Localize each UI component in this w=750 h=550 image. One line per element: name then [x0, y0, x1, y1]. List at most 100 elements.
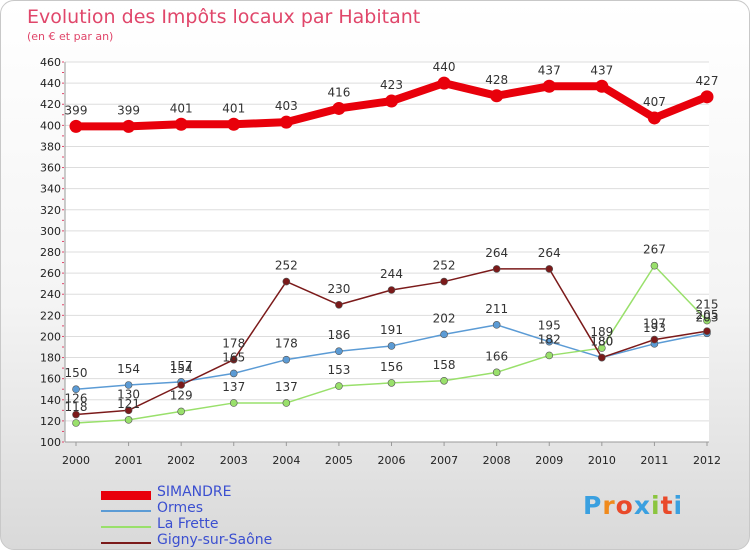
data-point — [595, 79, 609, 93]
y-tick-label: 320 — [40, 204, 61, 217]
data-label: 191 — [380, 323, 403, 337]
data-label: 153 — [327, 363, 350, 377]
logo-letter: x — [633, 491, 651, 520]
logo-letter: o — [615, 491, 634, 520]
data-label: 129 — [170, 388, 193, 402]
data-label: 244 — [380, 267, 403, 281]
y-tick-label: 340 — [40, 183, 61, 196]
logo-letter: i — [673, 491, 684, 520]
data-label: 267 — [643, 243, 666, 257]
data-label: 165 — [222, 350, 245, 364]
data-point — [437, 76, 451, 90]
data-label: 252 — [275, 259, 298, 273]
data-label: 158 — [433, 358, 456, 372]
data-point — [545, 265, 554, 273]
data-point — [440, 330, 448, 339]
chart-subtitle: (en € et par an) — [27, 30, 114, 43]
data-point — [174, 117, 188, 131]
data-point — [545, 351, 554, 360]
data-point — [124, 416, 133, 424]
y-tick-label: 420 — [40, 98, 61, 111]
data-label: 440 — [433, 60, 456, 74]
y-tick-label: 140 — [40, 394, 61, 407]
data-label: 156 — [380, 360, 403, 374]
x-tick-label: 2007 — [430, 454, 458, 467]
y-tick-label: 100 — [40, 436, 61, 449]
x-tick-label: 2008 — [483, 454, 511, 467]
legend-swatch — [101, 526, 151, 528]
x-tick-label: 2002 — [167, 454, 195, 467]
data-point — [227, 117, 241, 131]
x-tick-label: 2012 — [693, 454, 721, 467]
data-point — [177, 381, 185, 389]
legend-label: La Frette — [157, 516, 219, 532]
data-label: 178 — [275, 337, 298, 351]
data-point — [229, 399, 238, 407]
data-point — [229, 369, 238, 378]
data-point — [282, 399, 291, 407]
data-label: 399 — [65, 103, 88, 117]
data-label: 118 — [65, 400, 88, 414]
y-tick-label: 180 — [40, 352, 61, 365]
y-tick-label: 120 — [40, 415, 61, 428]
legend-label: Ormes — [157, 500, 204, 516]
data-point — [647, 111, 661, 125]
data-label: 437 — [590, 63, 613, 77]
data-label: 130 — [117, 387, 140, 401]
data-label: 137 — [275, 380, 298, 394]
logo-letter: i — [651, 491, 661, 520]
data-point — [490, 89, 504, 103]
data-label: 186 — [327, 328, 350, 342]
data-label: 157 — [170, 359, 193, 373]
data-point — [122, 119, 136, 133]
data-label: 182 — [538, 332, 561, 346]
data-point — [335, 347, 343, 356]
data-label: 178 — [222, 337, 245, 351]
data-point — [545, 337, 554, 346]
y-tick-label: 440 — [40, 77, 61, 90]
data-label: 189 — [590, 325, 613, 339]
data-point — [440, 277, 448, 286]
x-tick-label: 2005 — [325, 454, 353, 467]
x-tick-label: 2010 — [588, 454, 616, 467]
data-label: 154 — [117, 362, 140, 376]
data-point — [124, 406, 133, 415]
data-label: 197 — [643, 317, 666, 331]
data-point — [72, 410, 80, 419]
data-label: 416 — [327, 85, 350, 99]
data-point — [542, 79, 556, 93]
data-point — [124, 381, 133, 389]
data-label: 428 — [485, 73, 508, 87]
y-tick-label: 280 — [40, 246, 61, 259]
data-label: 401 — [222, 101, 245, 115]
data-point — [598, 344, 606, 352]
data-point — [229, 355, 238, 364]
y-tick-label: 260 — [40, 267, 61, 280]
data-point — [440, 376, 448, 385]
y-tick-label: 160 — [40, 373, 61, 386]
y-tick-label: 240 — [40, 288, 61, 301]
data-label: 264 — [538, 246, 561, 260]
data-point — [72, 385, 80, 394]
data-label: 423 — [380, 78, 403, 92]
y-tick-label: 460 — [40, 56, 61, 69]
data-point — [72, 419, 80, 427]
data-label: 166 — [485, 349, 508, 363]
data-label: 211 — [485, 302, 508, 316]
data-point — [387, 379, 396, 387]
data-point — [703, 327, 711, 335]
data-label: 202 — [433, 311, 456, 325]
chart-title: Evolution des Impôts locaux par Habitant — [27, 6, 421, 28]
data-label: 399 — [117, 103, 140, 117]
data-point — [387, 342, 396, 350]
data-point — [69, 119, 83, 133]
data-label: 252 — [433, 259, 456, 273]
y-tick-label: 220 — [40, 309, 61, 322]
y-tick-label: 200 — [40, 330, 61, 343]
data-point — [492, 321, 501, 329]
data-point — [385, 94, 398, 108]
data-point — [650, 261, 659, 270]
data-point — [492, 368, 501, 377]
